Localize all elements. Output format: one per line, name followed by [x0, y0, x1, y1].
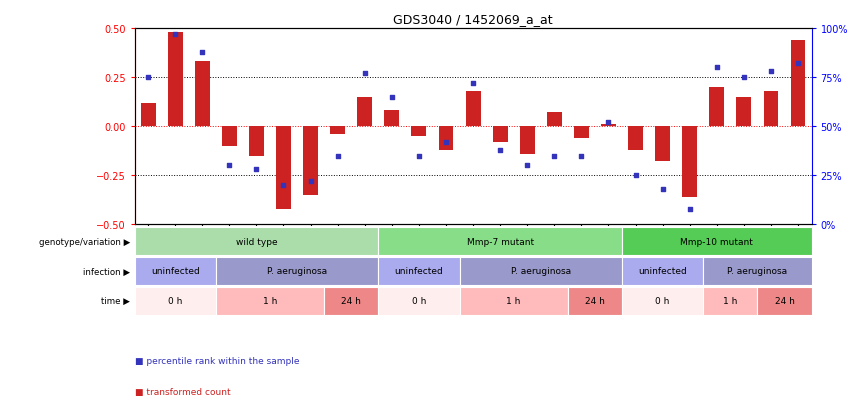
Text: 0 h: 0 h [168, 297, 182, 306]
Point [249, 166, 263, 173]
Text: ■ percentile rank within the sample: ■ percentile rank within the sample [135, 356, 299, 366]
Point [791, 61, 805, 67]
Text: P. aeruginosa: P. aeruginosa [510, 267, 571, 276]
Bar [135, 258, 216, 285]
Bar [791, 40, 806, 127]
Point [331, 153, 345, 159]
Text: ■ transformed count: ■ transformed count [135, 387, 230, 396]
Bar [378, 258, 459, 285]
Bar [703, 258, 812, 285]
Bar [459, 287, 568, 315]
Text: wild type: wild type [235, 237, 277, 246]
Point [493, 147, 507, 154]
Text: 1 h: 1 h [723, 297, 738, 306]
Text: 1 h: 1 h [507, 297, 521, 306]
Bar [378, 228, 622, 255]
Bar [378, 287, 459, 315]
Bar [459, 258, 622, 285]
Bar [703, 287, 758, 315]
Point [439, 139, 453, 146]
Point [141, 74, 155, 81]
Text: 24 h: 24 h [774, 297, 794, 306]
Bar [141, 103, 155, 127]
Point [358, 71, 372, 77]
Bar [358, 97, 372, 127]
Bar [628, 127, 643, 150]
Text: 1 h: 1 h [263, 297, 277, 306]
Bar [622, 228, 812, 255]
Bar [411, 127, 426, 137]
Point [412, 153, 426, 159]
Point [683, 206, 697, 212]
Bar [736, 97, 752, 127]
Text: Mmp-7 mutant: Mmp-7 mutant [467, 237, 534, 246]
Bar [568, 287, 622, 315]
Bar [168, 33, 182, 127]
Text: P. aeruginosa: P. aeruginosa [267, 267, 327, 276]
Title: GDS3040 / 1452069_a_at: GDS3040 / 1452069_a_at [393, 13, 553, 26]
Bar [324, 287, 378, 315]
Point [764, 69, 778, 75]
Point [304, 178, 318, 185]
Bar [520, 127, 535, 154]
Point [737, 74, 751, 81]
Bar [622, 258, 703, 285]
Bar [276, 127, 291, 209]
Bar [222, 127, 237, 146]
Bar [438, 127, 453, 150]
Text: P. aeruginosa: P. aeruginosa [727, 267, 787, 276]
Bar [135, 228, 378, 255]
Bar [574, 127, 589, 138]
Text: infection ▶: infection ▶ [83, 267, 130, 276]
Text: genotype/variation ▶: genotype/variation ▶ [39, 237, 130, 246]
Bar [330, 127, 345, 135]
Bar [194, 62, 210, 127]
Point [520, 163, 534, 169]
Bar [682, 127, 697, 197]
Point [710, 65, 724, 71]
Point [466, 81, 480, 87]
Point [385, 94, 398, 101]
Point [602, 120, 615, 126]
Bar [465, 92, 481, 127]
Point [168, 31, 182, 38]
Text: 0 h: 0 h [655, 297, 670, 306]
Text: uninfected: uninfected [395, 267, 444, 276]
Bar [655, 127, 670, 162]
Bar [135, 287, 216, 315]
Point [628, 173, 642, 179]
Point [222, 163, 236, 169]
Bar [216, 258, 378, 285]
Bar [758, 287, 812, 315]
Point [277, 182, 291, 189]
Text: time ▶: time ▶ [102, 297, 130, 306]
Bar [303, 127, 318, 195]
Point [195, 49, 209, 56]
Bar [601, 125, 616, 127]
Text: Mmp-10 mutant: Mmp-10 mutant [681, 237, 753, 246]
Text: uninfected: uninfected [151, 267, 200, 276]
Text: 0 h: 0 h [411, 297, 426, 306]
Point [575, 153, 589, 159]
Bar [709, 88, 724, 127]
Point [548, 153, 562, 159]
Bar [547, 113, 562, 127]
Text: 24 h: 24 h [585, 297, 605, 306]
Bar [764, 92, 779, 127]
Bar [493, 127, 508, 142]
Bar [249, 127, 264, 156]
Text: uninfected: uninfected [638, 267, 687, 276]
Bar [216, 287, 324, 315]
Bar [622, 287, 703, 315]
Point [655, 186, 669, 193]
Bar [385, 111, 399, 127]
Text: 24 h: 24 h [341, 297, 361, 306]
